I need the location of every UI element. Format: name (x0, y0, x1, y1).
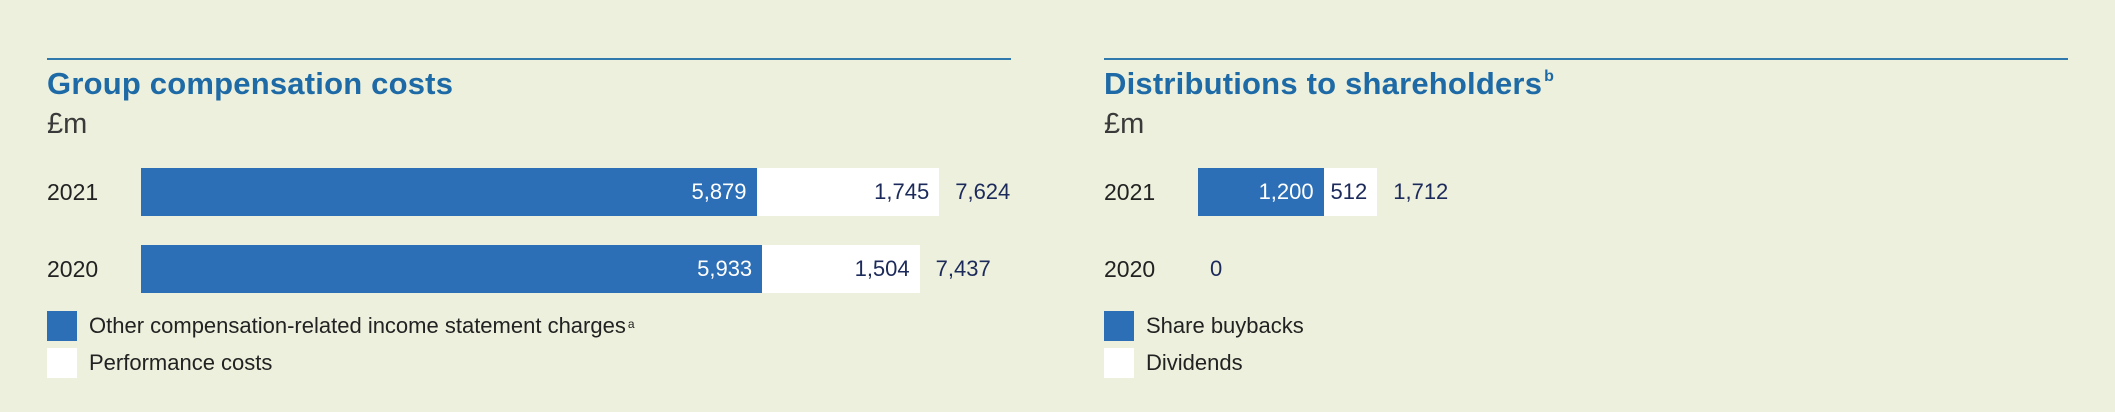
total-label-2020: 7,437 (935, 256, 991, 281)
chart-title: Distributions to shareholders b (1104, 66, 1555, 101)
bar-row-2020: 2020 0 (1104, 245, 2068, 293)
total-label-2021: 1,712 (1393, 179, 1449, 204)
compensation-panel: Group compensation costs £m 2021 5,879 1… (47, 0, 1011, 412)
bar-row-2021: 2021 5,879 1,745 7,624 (47, 168, 1011, 216)
legend-swatch-blue (1104, 311, 1134, 341)
category-label: 2020 (1104, 256, 1156, 282)
legend-label: Other compensation-related income statem… (89, 313, 635, 338)
legend-label: Dividends (1146, 350, 1243, 375)
category-label: 2020 (47, 256, 99, 282)
bar-other-2020: 5,933 (141, 245, 763, 293)
category-label: 2021 (1104, 179, 1156, 205)
bar-other-2021: 5,879 (141, 168, 757, 216)
bar-performance-2020: 1,504 (762, 245, 920, 293)
bar-buybacks-2021: 1,200 (1198, 168, 1324, 216)
unit-label: £m (47, 108, 88, 140)
chart-title: Group compensation costs (47, 66, 454, 101)
bar-row-2021: 2021 1,200 512 1,712 (1104, 168, 2068, 216)
total-label-2021: 7,624 (955, 179, 1011, 204)
legend-label: Share buybacks (1146, 313, 1304, 338)
total-label-2020: 0 (1210, 256, 1223, 281)
top-rule (47, 58, 1011, 60)
top-rule (1104, 58, 2068, 60)
bar-row-2020: 2020 5,933 1,504 7,437 (47, 245, 1011, 293)
bar-dividends-2021: 512 (1323, 168, 1378, 216)
legend-swatch-blue (47, 311, 77, 341)
unit-label: £m (1104, 108, 1145, 140)
legend-swatch-white (47, 348, 77, 378)
bar-performance-2021: 1,745 (756, 168, 940, 216)
legend-swatch-white (1104, 348, 1134, 378)
legend-label: Performance costs (89, 350, 273, 375)
category-label: 2021 (47, 179, 99, 205)
distributions-panel: Distributions to shareholders b £m 2021 1… (1104, 0, 2068, 412)
